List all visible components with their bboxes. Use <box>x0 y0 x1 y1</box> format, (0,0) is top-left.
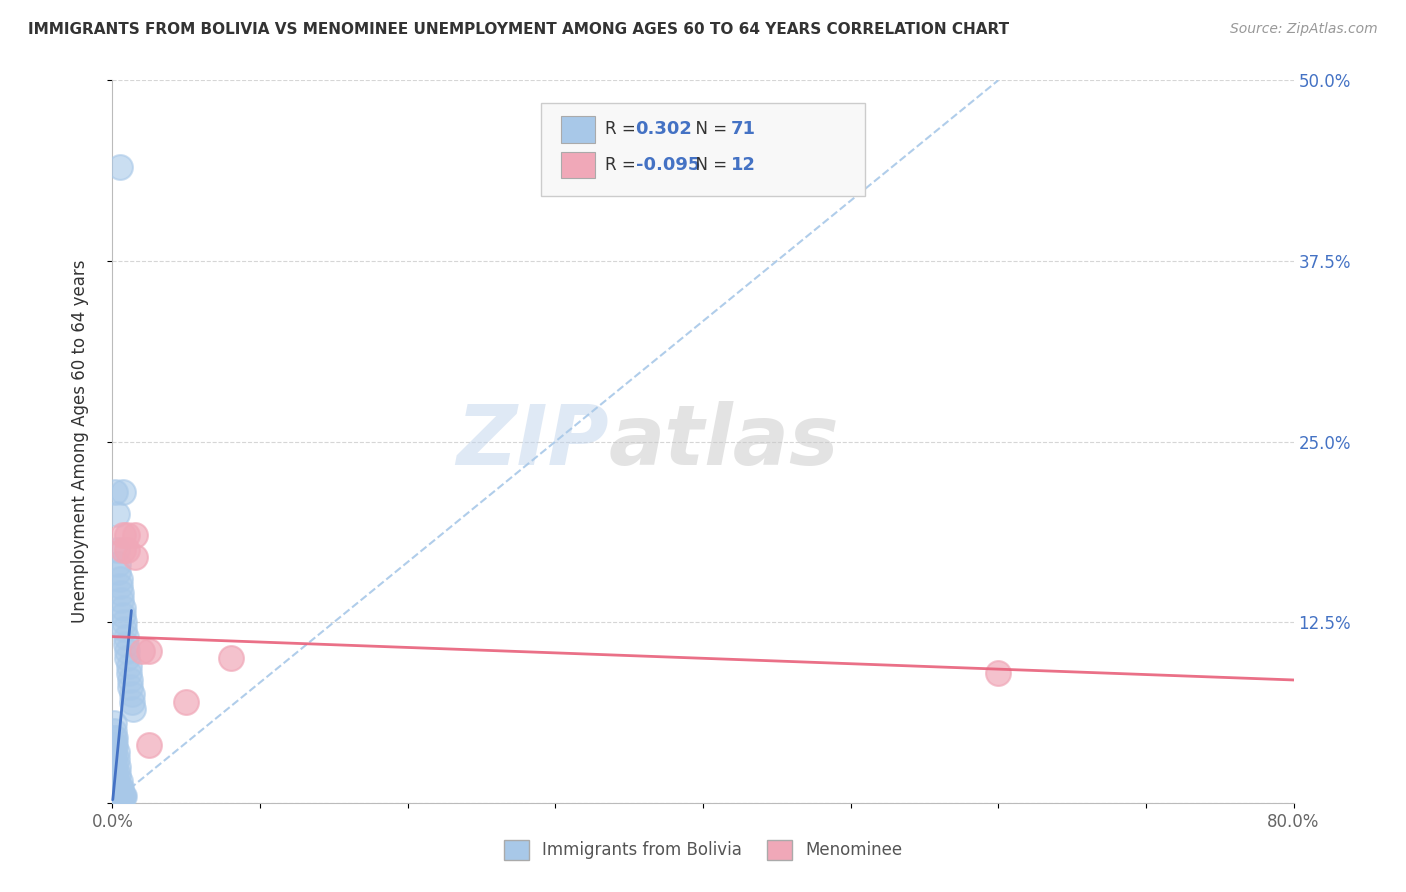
Point <box>105 793 128 807</box>
Point <box>987 665 1010 680</box>
Point <box>105 745 128 759</box>
Point <box>103 794 125 808</box>
Point <box>111 607 134 622</box>
Point <box>103 723 125 738</box>
Point <box>118 665 141 680</box>
Point <box>103 791 125 805</box>
Point <box>104 731 127 745</box>
Text: N =: N = <box>685 120 733 138</box>
Point <box>138 738 160 752</box>
Text: R =: R = <box>605 156 641 174</box>
Text: atlas: atlas <box>609 401 839 482</box>
Point <box>105 791 128 805</box>
Point <box>112 615 135 630</box>
Point <box>103 791 125 805</box>
Point <box>104 784 127 798</box>
Point <box>111 600 134 615</box>
Text: 71: 71 <box>731 120 756 138</box>
Point <box>103 716 125 731</box>
Point <box>104 791 127 805</box>
Point <box>107 794 129 808</box>
Point <box>104 485 127 500</box>
Point <box>103 738 125 752</box>
Point <box>111 789 134 803</box>
Point <box>103 787 125 801</box>
Point <box>103 781 125 796</box>
Text: N =: N = <box>685 156 733 174</box>
Point <box>103 790 125 805</box>
Point <box>108 160 131 174</box>
Point <box>110 789 132 803</box>
Point <box>105 752 128 766</box>
Text: R =: R = <box>605 120 641 138</box>
Point <box>103 789 125 803</box>
Point <box>110 586 132 600</box>
Text: ZIP: ZIP <box>456 401 609 482</box>
Point <box>111 542 134 557</box>
Point <box>104 787 127 801</box>
Point <box>108 781 131 796</box>
Point <box>111 485 134 500</box>
Point <box>111 528 134 542</box>
Text: 12: 12 <box>731 156 756 174</box>
Point <box>117 528 138 542</box>
Point <box>114 630 136 644</box>
Point <box>121 695 143 709</box>
Legend: Immigrants from Bolivia, Menominee: Immigrants from Bolivia, Menominee <box>496 833 910 867</box>
Point <box>121 687 143 701</box>
Point <box>108 579 131 593</box>
Point <box>110 781 132 796</box>
Point <box>112 789 135 803</box>
Text: Source: ZipAtlas.com: Source: ZipAtlas.com <box>1230 22 1378 37</box>
Point <box>107 767 129 781</box>
Point <box>131 644 153 658</box>
Point <box>103 745 125 759</box>
Point <box>105 542 128 557</box>
Point <box>104 738 127 752</box>
Point <box>117 542 138 557</box>
Text: IMMIGRANTS FROM BOLIVIA VS MENOMINEE UNEMPLOYMENT AMONG AGES 60 TO 64 YEARS CORR: IMMIGRANTS FROM BOLIVIA VS MENOMINEE UNE… <box>28 22 1010 37</box>
Point <box>105 774 128 789</box>
Point <box>117 644 138 658</box>
Point <box>111 789 134 803</box>
Point <box>103 731 125 745</box>
Point <box>114 637 136 651</box>
Point <box>108 774 131 789</box>
Point <box>107 760 129 774</box>
Point <box>103 793 125 807</box>
Point <box>122 702 145 716</box>
Point <box>108 794 131 808</box>
Point <box>103 784 125 798</box>
Point <box>107 793 129 807</box>
Point <box>219 651 242 665</box>
Point <box>104 767 127 781</box>
Y-axis label: Unemployment Among Ages 60 to 64 years: Unemployment Among Ages 60 to 64 years <box>70 260 89 624</box>
Point <box>112 623 135 637</box>
Point <box>110 593 132 607</box>
Point <box>107 558 129 572</box>
Point <box>124 550 146 565</box>
Point <box>124 528 146 542</box>
Point <box>120 673 142 687</box>
Point <box>120 680 142 694</box>
Point <box>103 790 125 805</box>
Point <box>118 658 141 673</box>
Point <box>103 794 125 808</box>
Point <box>108 572 131 586</box>
Text: 0.302: 0.302 <box>636 120 692 138</box>
Point <box>108 794 131 808</box>
Point <box>103 752 125 766</box>
Point <box>104 790 127 805</box>
Point <box>104 760 127 774</box>
Point <box>105 507 128 521</box>
Point <box>107 565 129 579</box>
Point <box>138 644 160 658</box>
Point <box>117 651 138 665</box>
Text: -0.095: -0.095 <box>636 156 700 174</box>
Point <box>103 793 125 807</box>
Point <box>103 774 125 789</box>
Point <box>174 695 197 709</box>
